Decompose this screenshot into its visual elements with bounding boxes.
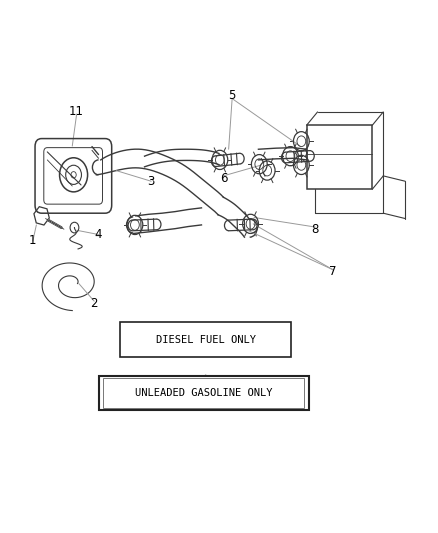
- Bar: [307, 125, 372, 189]
- Text: 5: 5: [229, 90, 236, 102]
- Text: 4: 4: [95, 228, 102, 241]
- Text: DIESEL FUEL ONLY: DIESEL FUEL ONLY: [156, 335, 256, 345]
- Text: UNLEADED GASOLINE ONLY: UNLEADED GASOLINE ONLY: [135, 388, 272, 398]
- Bar: [99, 376, 309, 410]
- Text: 11: 11: [69, 106, 84, 118]
- Text: 1: 1: [29, 235, 37, 247]
- Bar: [103, 378, 304, 408]
- Bar: [120, 322, 291, 357]
- Text: 6: 6: [219, 172, 227, 185]
- Text: 8: 8: [312, 223, 319, 236]
- Text: 7: 7: [329, 265, 337, 278]
- Text: 10: 10: [194, 375, 209, 387]
- Text: 3: 3: [148, 175, 155, 188]
- Text: 2: 2: [90, 297, 98, 310]
- Text: 9: 9: [248, 325, 256, 338]
